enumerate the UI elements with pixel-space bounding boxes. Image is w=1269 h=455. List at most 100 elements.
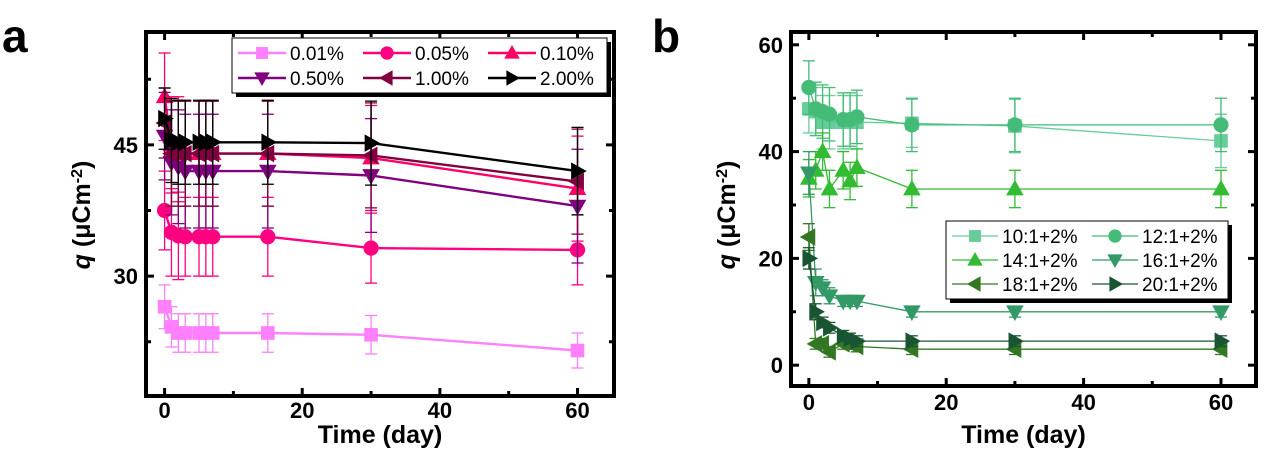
data-point	[813, 281, 832, 297]
legend: 10:1+2% 12:1+2% 14:1+2% 16:1+2% 18:1+2% 20:1+…	[945, 220, 1232, 303]
legend-item: 1.00%	[363, 69, 469, 90]
y-tick-label: 30	[114, 264, 138, 289]
data-point	[177, 229, 193, 245]
legend-label: 12:1+2%	[1142, 227, 1218, 248]
data-point	[568, 172, 584, 191]
data-point	[203, 144, 220, 163]
legend-item: 14:1+2%	[952, 251, 1078, 272]
data-point	[813, 335, 829, 353]
data-point	[261, 326, 275, 340]
data-point	[809, 302, 825, 321]
y-axis-title-unit: (μCm	[68, 183, 96, 254]
legend-label: 0.50%	[290, 69, 344, 90]
legend-label: 16:1+2%	[1142, 251, 1218, 272]
data-point	[1006, 179, 1024, 196]
series-14:1+2%	[800, 132, 1230, 209]
data-point	[850, 332, 867, 350]
data-point	[156, 202, 173, 219]
plot-frame	[144, 30, 616, 398]
data-point	[834, 161, 853, 177]
legend-item: 16:1+2%	[1092, 251, 1218, 272]
legend-marker	[969, 230, 981, 242]
y-tick-label: 0	[771, 353, 783, 378]
legend-label: 20:1+2%	[1142, 275, 1218, 296]
x-tick-label: 40	[428, 398, 452, 423]
data-point	[1212, 179, 1230, 196]
data-point	[258, 144, 275, 163]
data-point	[364, 134, 381, 152]
data-point	[1213, 117, 1229, 133]
series-0.01%	[157, 284, 585, 369]
data-point	[260, 229, 276, 245]
plot-area	[799, 60, 1231, 361]
legend: 0.01% 0.05% 0.10% 0.50% 1.00% 2.00%	[231, 37, 611, 97]
data-point	[802, 249, 819, 268]
data-point	[1214, 332, 1231, 350]
data-point	[904, 117, 920, 133]
data-point	[361, 146, 378, 165]
legend-label: 10:1+2%	[1002, 227, 1078, 248]
data-point	[206, 133, 222, 152]
data-point	[848, 158, 866, 175]
legend-label: 1.00%	[415, 69, 469, 90]
data-point	[178, 326, 193, 340]
legend-marker	[378, 70, 393, 86]
legend-label: 0.05%	[415, 44, 469, 65]
legend-item: 10:1+2%	[952, 227, 1078, 248]
data-point	[823, 319, 839, 337]
legend-item: 2.00%	[488, 69, 594, 90]
data-point	[813, 142, 832, 159]
x-tick-label: 20	[934, 390, 958, 415]
data-point	[799, 228, 816, 246]
legend-item: 18:1+2%	[952, 275, 1078, 296]
data-point	[820, 289, 839, 305]
y-tick-label: 40	[759, 140, 783, 165]
legend-marker	[1108, 229, 1122, 243]
legend-marker	[256, 47, 268, 59]
legend-label: 0.10%	[540, 44, 594, 65]
plot-area	[155, 52, 587, 369]
data-point	[821, 106, 838, 122]
data-point	[1008, 332, 1025, 350]
x-tick-label: 40	[1071, 390, 1095, 415]
data-point	[800, 166, 818, 183]
data-point	[1212, 305, 1230, 321]
data-point	[1006, 305, 1024, 321]
y-axis-title-unit: (μCm	[713, 183, 741, 254]
y-axis-title-sup: -2	[69, 169, 86, 183]
data-point	[176, 144, 192, 163]
y-tick-label: 45	[114, 133, 138, 158]
data-point	[571, 162, 587, 180]
y-axis-title-symbol: q	[68, 254, 96, 269]
y-tick-label: 20	[759, 246, 783, 271]
x-tick-label: 60	[1209, 390, 1233, 415]
y-axis-title-symbol: q	[713, 254, 741, 269]
y-axis-title: q (μCm-2)	[713, 161, 741, 270]
legend-marker	[504, 44, 520, 59]
legend-marker	[1107, 254, 1123, 269]
legend-item: 0.50%	[238, 69, 344, 90]
data-point	[801, 79, 817, 96]
y-axis-title: q (μCm-2)	[68, 161, 96, 270]
legend-label: 14:1+2%	[1002, 251, 1078, 272]
data-point	[848, 294, 866, 311]
data-point	[157, 299, 172, 314]
legend-marker	[506, 70, 521, 86]
data-point	[261, 133, 278, 152]
data-point	[1007, 117, 1023, 133]
x-axis-title: Time (day)	[318, 421, 443, 449]
y-tick-label: 60	[759, 33, 783, 58]
series-20:1+2%	[802, 247, 1231, 350]
plot-frame	[789, 30, 1258, 388]
x-tick-label: 0	[158, 398, 170, 423]
chart-a: 0 20 40 60 30 45 Time (day) q (μCm-2) 0.01% 0.05%…	[68, 30, 616, 449]
legend-marker	[380, 46, 394, 60]
data-point	[158, 109, 174, 128]
x-tick-label: 20	[290, 398, 314, 423]
legend-label: 2.00%	[540, 69, 594, 90]
data-point	[849, 109, 865, 125]
data-point	[570, 343, 585, 358]
legend-marker	[967, 251, 983, 266]
legend-item: 20:1+2%	[1092, 275, 1218, 296]
